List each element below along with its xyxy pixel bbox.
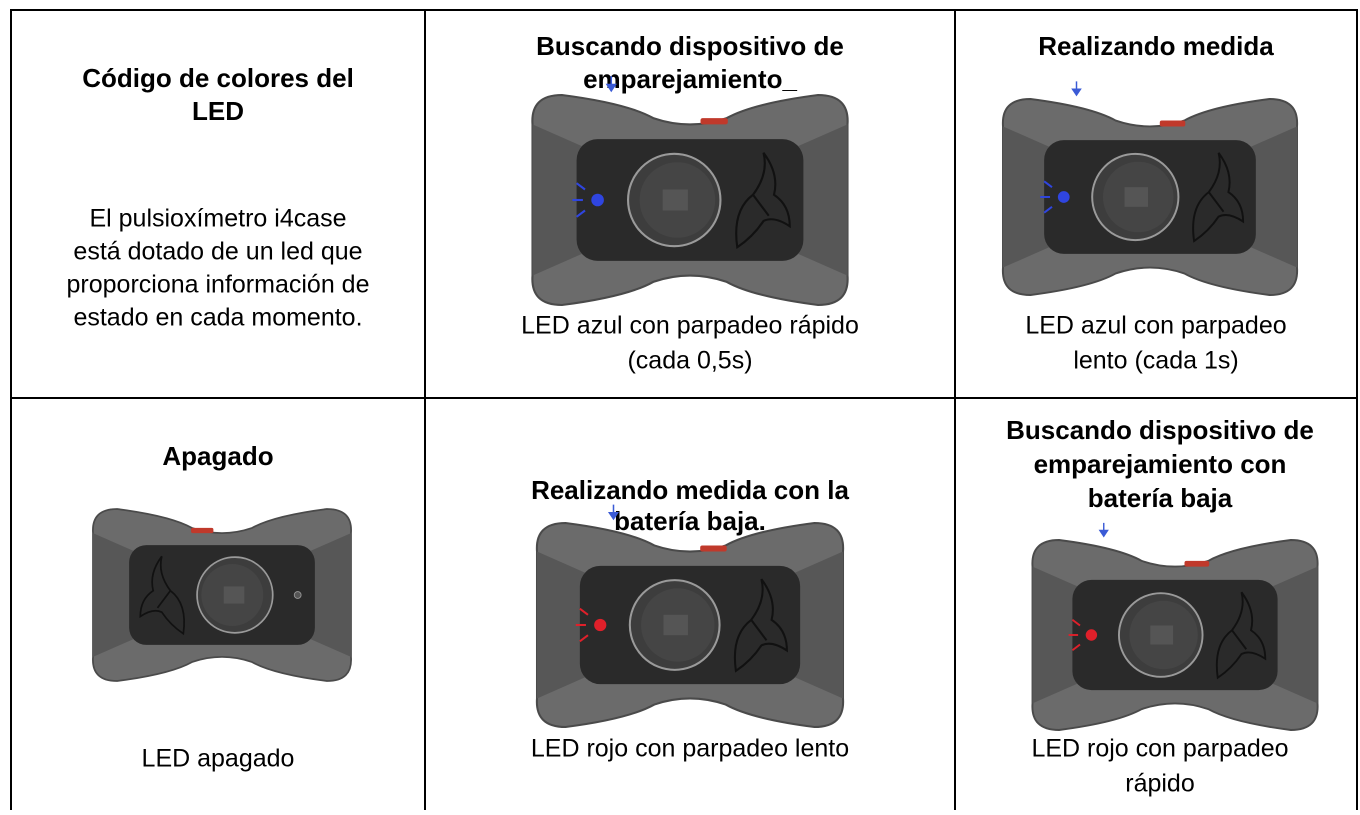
device-logo	[735, 152, 791, 250]
device-logo	[1215, 591, 1267, 680]
device-top-button	[700, 545, 727, 552]
device-image	[1002, 81, 1298, 296]
indicator-arrow	[1098, 522, 1109, 538]
cell-title: Apagado	[162, 441, 273, 471]
cell-caption: LED rojo con parpadeo	[1031, 735, 1288, 763]
device-led-off	[293, 591, 302, 599]
device-led	[594, 618, 607, 632]
device-sensor	[662, 189, 688, 211]
cell-caption: LED rojo con parpadeo lento	[531, 735, 849, 763]
led-ray	[1071, 619, 1081, 627]
device-logo	[1192, 152, 1245, 243]
cell-caption: LED azul con parpadeo rápido	[521, 312, 859, 340]
cell-title: LED	[192, 96, 244, 126]
device-led	[1057, 191, 1070, 203]
device-image	[531, 76, 849, 307]
cell-title: Buscando dispositivo de	[1006, 415, 1314, 445]
device-top-button	[1184, 560, 1210, 567]
device-sensor	[1124, 187, 1149, 207]
cell-title: batería baja	[1088, 483, 1233, 513]
led-ray	[579, 634, 589, 643]
cell-title: Código de colores del	[82, 63, 354, 93]
led-ray	[1043, 180, 1053, 188]
device-top-button	[191, 527, 214, 534]
cell-caption: lento (cada 1s)	[1073, 347, 1238, 375]
cell-caption: LED apagado	[142, 745, 295, 773]
indicator-arrow	[607, 504, 620, 521]
cell-title: batería baja.	[614, 506, 766, 536]
cell-caption: rápido	[1125, 770, 1195, 798]
led-ray	[579, 607, 589, 616]
led-ray	[575, 209, 586, 218]
device-shade	[537, 551, 843, 699]
device-sensor	[223, 586, 245, 604]
cell-description: está dotado de un led que	[73, 238, 362, 266]
device-led	[1085, 629, 1098, 641]
device-shade	[1003, 126, 1297, 268]
cell-caption: LED azul con parpadeo	[1025, 312, 1286, 340]
device-shade	[93, 533, 351, 657]
device-top-button	[1159, 120, 1186, 127]
cell-title: Buscando dispositivo de	[536, 31, 844, 61]
device-shade	[532, 124, 848, 276]
device-logo	[139, 555, 185, 636]
led-ray	[1043, 206, 1053, 214]
cell-title: Realizando medida con la	[531, 475, 849, 505]
cell-description: proporciona información de	[67, 271, 370, 299]
cell-title: emparejamiento con	[1034, 449, 1287, 479]
device-panel	[1044, 140, 1256, 254]
led-ray	[1071, 643, 1081, 651]
device-sensor	[1150, 625, 1174, 645]
led-ray	[575, 182, 586, 191]
device-image	[535, 504, 845, 729]
device-logo	[733, 578, 788, 673]
cell-title: emparejamiento_	[583, 64, 797, 94]
cell-title: Realizando medida	[1038, 31, 1274, 61]
cell-description: estado en cada momento.	[73, 304, 362, 332]
device-sensor	[663, 614, 688, 636]
device-top-button	[700, 118, 728, 125]
indicator-arrow	[1071, 81, 1082, 97]
table-grid	[10, 9, 1358, 810]
cell-description: El pulsioxímetro i4case	[89, 205, 346, 233]
cell-caption: (cada 0,5s)	[627, 347, 752, 375]
device-image	[1031, 522, 1319, 731]
device-shade	[1032, 566, 1318, 704]
device-led	[591, 193, 604, 207]
device-image	[92, 508, 352, 682]
indicator-arrow	[605, 76, 617, 93]
